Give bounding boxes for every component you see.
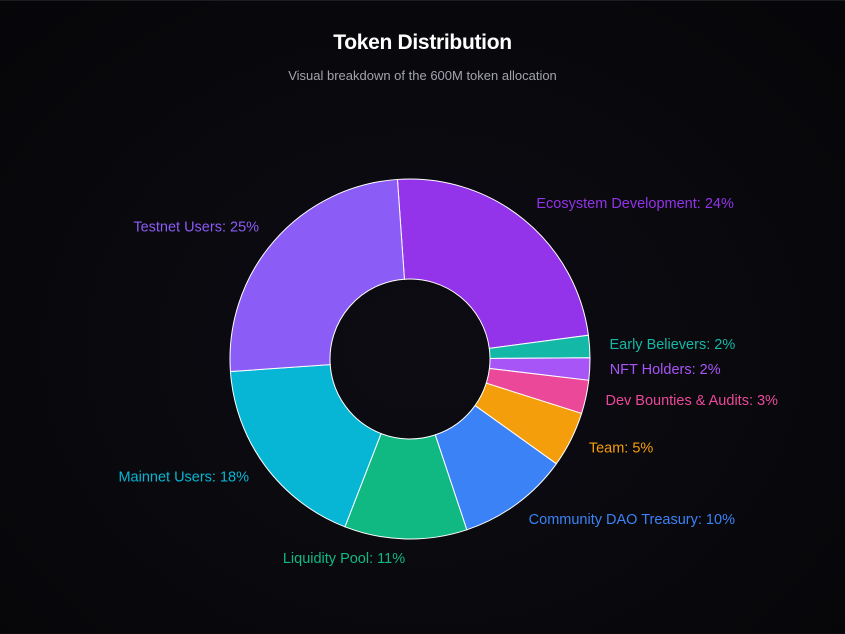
label-ecosystem-development: Ecosystem Development: 24% [536,196,734,212]
slice-ecosystem-development[interactable] [396,178,589,349]
slice-testnet-users[interactable] [229,178,405,373]
chart-title: Token Distribution [333,31,512,54]
label-dev-bounties-and-audits: Dev Bounties & Audits: 3% [605,393,778,409]
label-liquidity-pool: Liquidity Pool: 11% [283,551,405,567]
label-mainnet-users: Mainnet Users: 18% [118,470,249,486]
slice-mainnet-users[interactable] [229,364,382,528]
label-team: Team: 5% [589,440,654,456]
label-testnet-users: Testnet Users: 25% [133,220,259,236]
label-nft-holders: NFT Holders: 2% [610,362,721,378]
label-early-believers: Early Believers: 2% [610,337,736,353]
chart-subtitle: Visual breakdown of the 600M token alloc… [288,68,557,83]
label-community-dao-treasury: Community DAO Treasury: 10% [529,512,735,528]
